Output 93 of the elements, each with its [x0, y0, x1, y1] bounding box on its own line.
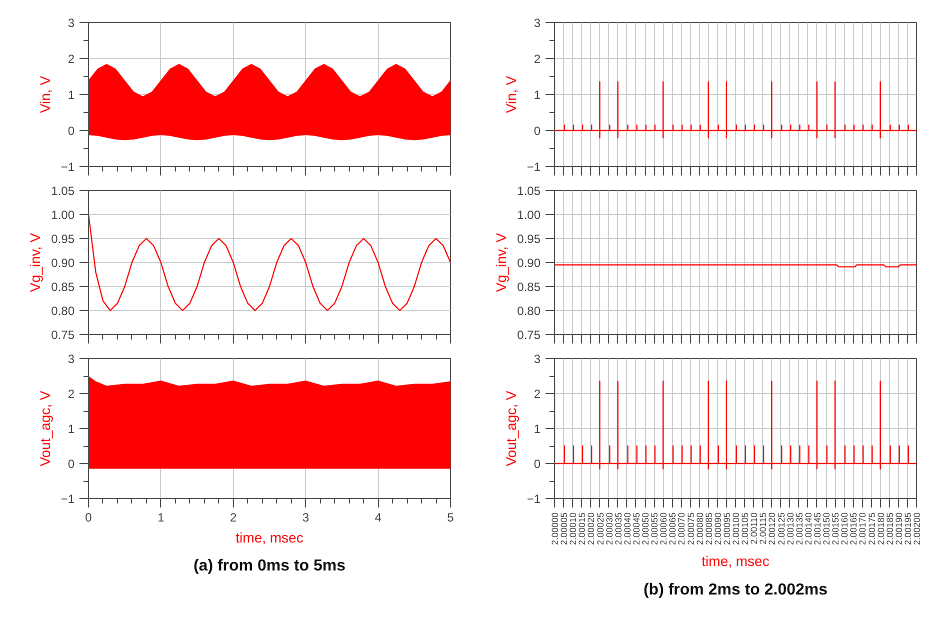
y-tick-label: 1.05	[517, 184, 541, 198]
y-axis-title: Vg_inv, V	[27, 232, 44, 292]
x-tick-label: 2.00165	[848, 512, 859, 546]
x-tick-label: 2.00060	[658, 512, 669, 546]
x-tick-label: 5	[447, 510, 454, 524]
x-tick-label: 2.00015	[577, 512, 588, 546]
line-series	[554, 380, 916, 470]
x-tick-label: 2.00040	[622, 512, 632, 546]
y-tick-label: 1.00	[51, 208, 75, 222]
x-tick-label: 2.00025	[595, 512, 606, 546]
y-tick-label: 0.85	[51, 280, 75, 294]
x-tick-label: 2.00150	[822, 512, 832, 546]
x-tick-label: 2.00195	[902, 512, 913, 546]
y-tick-label: 0	[534, 457, 541, 471]
y-tick-label: 3	[534, 352, 541, 366]
y-tick-label: 0	[68, 124, 75, 138]
y-tick-label: 0.75	[517, 328, 541, 342]
y-tick-label: −1	[526, 492, 541, 506]
x-tick-label: 2.00100	[731, 512, 741, 546]
text: (b) from 2ms to 2.002ms	[643, 582, 828, 598]
x-tick-label: 3	[302, 510, 310, 524]
x-tick-label: 2.00085	[704, 512, 714, 546]
x-tick-label: 2.00190	[894, 512, 904, 546]
text: (a) from 0ms to 5ms	[193, 558, 346, 574]
y-axis-title: Vout_agc, V	[502, 390, 519, 466]
line-series	[554, 81, 916, 138]
y-tick-label: 0.95	[517, 232, 541, 246]
x-tick-label: 2.00130	[785, 512, 796, 546]
y-tick-label: −1	[60, 492, 75, 506]
x-tick-label: 1	[158, 510, 165, 524]
y-axis-title: Vout_agc, V	[36, 390, 53, 466]
x-tick-label: 2.00075	[686, 512, 696, 546]
y-tick-label: 0.90	[517, 256, 541, 270]
y-tick-label: 0	[68, 457, 75, 471]
y-tick-label: 0.90	[51, 256, 75, 270]
x-tick-label: 2.00125	[776, 512, 786, 546]
y-tick-label: 0	[534, 124, 541, 138]
x-tick-label: 2.00145	[812, 512, 822, 546]
y-tick-label: 2	[534, 52, 541, 66]
x-tick-label: 2.00155	[830, 512, 841, 546]
x-axis-title: time, msec	[236, 530, 304, 546]
y-tick-label: 0.85	[517, 280, 541, 294]
y-tick-label: −1	[60, 160, 75, 174]
x-tick-label: 4	[374, 510, 382, 524]
x-tick-label: 2.00030	[604, 512, 614, 546]
y-tick-label: 3	[68, 352, 75, 366]
x-tick-label: 2.00175	[866, 512, 877, 546]
x-tick-label: 0	[85, 510, 92, 524]
x-tick-label: 2.00180	[876, 512, 886, 546]
x-tick-label: 2.00035	[613, 512, 624, 546]
x-tick-label: 2.00020	[586, 512, 596, 546]
x-tick-label: 2.00095	[722, 512, 732, 546]
y-tick-label: 3	[68, 16, 75, 30]
x-tick-label: 2.00185	[884, 512, 895, 546]
y-axis-title: Vg_inv, V	[493, 232, 510, 292]
y-tick-label: 2	[534, 387, 541, 401]
x-tick-label: 2.00160	[840, 512, 850, 546]
y-axis-title: Vin, V	[502, 75, 519, 114]
x-tick-label: 2.00065	[668, 512, 678, 546]
y-tick-label: 0.80	[517, 304, 541, 318]
x-tick-label: 2.00080	[694, 512, 705, 546]
y-tick-label: 1	[68, 88, 75, 102]
y-tick-label: 1	[534, 422, 541, 436]
y-tick-label: 1.00	[517, 208, 541, 222]
y-tick-label: 2	[68, 52, 75, 66]
x-tick-label: 2.00000	[550, 512, 560, 546]
y-tick-label: 2	[68, 387, 75, 401]
x-tick-label: 2.00055	[650, 512, 660, 546]
y-tick-label: 0.75	[51, 328, 75, 342]
y-tick-label: 3	[534, 16, 541, 30]
x-tick-label: 2	[230, 510, 237, 524]
y-tick-label: 1.05	[51, 184, 75, 198]
x-tick-label: 2.00050	[640, 512, 650, 546]
x-tick-label: 2.00140	[803, 512, 814, 546]
x-tick-label: 2.00115	[758, 512, 768, 544]
x-tick-label: 2.00070	[676, 512, 687, 546]
x-tick-label: 2.00105	[740, 512, 750, 546]
x-tick-label: 2.00120	[767, 512, 778, 546]
x-tick-label: 2.00005	[559, 512, 570, 546]
y-tick-label: 0.95	[51, 232, 75, 246]
y-tick-label: −1	[526, 160, 541, 174]
x-tick-label: 2.00110	[749, 512, 760, 544]
y-axis-title: Vin, V	[36, 75, 53, 114]
x-axis-title: time, msec	[702, 553, 770, 570]
x-tick-label: 2.00010	[568, 512, 578, 546]
y-tick-label: 0.80	[51, 304, 75, 318]
x-tick-label: 2.00045	[631, 512, 642, 546]
y-tick-label: 1	[534, 88, 541, 102]
x-tick-label: 2.00090	[712, 512, 723, 546]
x-tick-label: 2.00135	[794, 512, 804, 546]
x-tick-label: 2.00200	[912, 512, 922, 546]
y-tick-label: 1	[68, 422, 75, 436]
x-tick-label: 2.00170	[858, 512, 868, 546]
